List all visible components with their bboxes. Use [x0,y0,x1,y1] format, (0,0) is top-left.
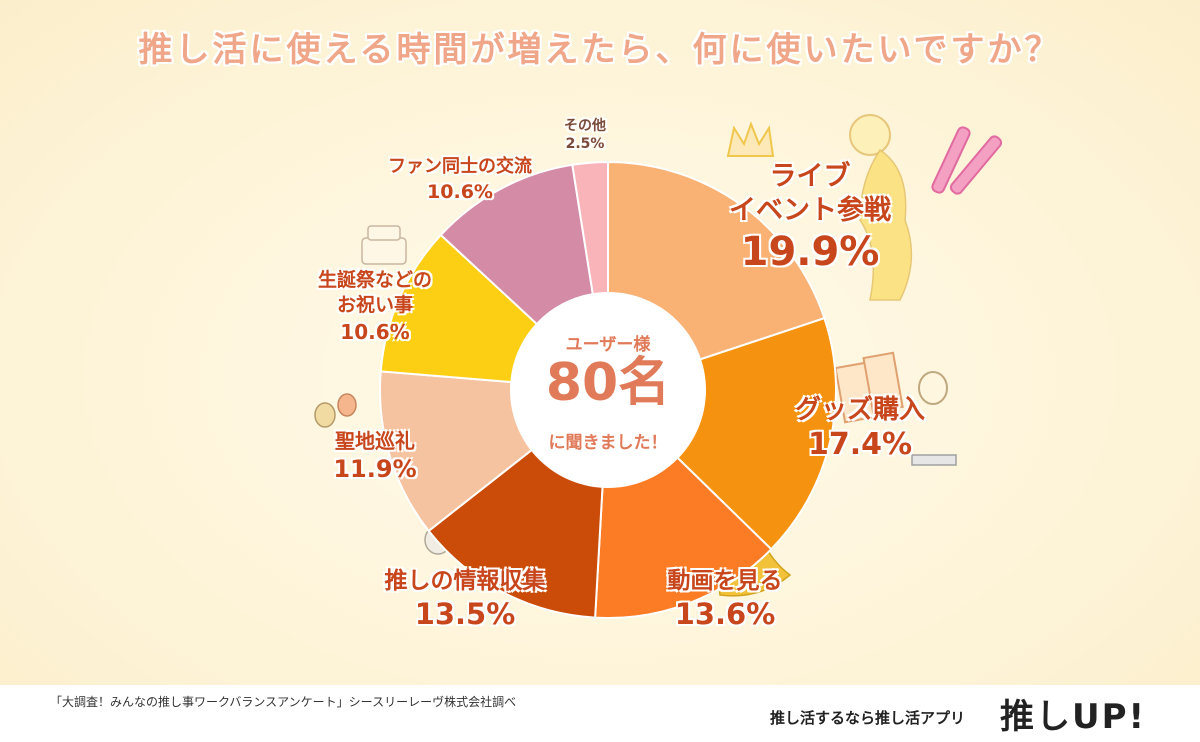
respondent-count: 80名 [545,353,671,413]
slice-name: 動画を見る [667,568,783,594]
logo-text: 推しUP! [1000,696,1147,737]
label-goods: グッズ購入 17.4% [770,393,950,463]
slice-name: その他 [564,118,606,134]
slice-value: 11.9% [333,455,417,483]
app-logo: 推しUP! [1000,691,1147,737]
slice-value: 10.6% [340,320,410,344]
slice-name: 推しの情報収集 [384,568,546,594]
label-pilgrimage: 聖地巡礼 11.9% [310,428,440,484]
center-label-bottom: に聞きました！ [548,433,668,453]
slice-value: 2.5% [565,136,605,152]
fan-icon [849,114,891,156]
donut-chart [314,114,1003,619]
slice-name: 聖地巡礼 [335,429,415,453]
slice-name: ファン同士の交流 [388,156,532,177]
slice-value: 17.4% [807,427,913,462]
decorations [314,114,1003,597]
label-info: 推しの情報収集 13.5% [365,566,565,632]
label-fan-exchange: ファン同士の交流 10.6% [360,155,560,205]
label-other: その他 2.5% [545,117,625,153]
slice-name: ライブ イベント参戦 [729,161,891,226]
crown-icon [726,121,775,157]
slice-value: 13.6% [674,597,776,631]
footer: 「大調査！みんなの推し事ワークバランスアンケート」シースリーレーヴ株式会社調べ … [0,685,1200,742]
walking-people-icon [337,393,357,417]
slice-value: 10.6% [427,181,493,203]
slice-value: 19.9% [740,229,880,275]
drink-icon [862,351,904,414]
center-label-top: ユーザー様 [565,335,651,355]
label-live-event: ライブ イベント参戦 19.9% [690,160,930,276]
walking-people-icon [314,402,336,428]
chart-area: 推し活に使える時間が増えたら、何に使いたいですか？ [0,0,1200,685]
acrylic-stand-icon [918,371,948,405]
slice-name: 生誕祭などの お祝い事 [317,269,432,316]
label-birthday: 生誕祭などの お祝い事 10.6% [290,268,460,346]
slice-value: 13.5% [414,597,516,631]
penlight-icon [949,135,1003,195]
page-title: 推し活に使える時間が増えたら、何に使いたいですか？ [138,30,1062,70]
label-video: 動画を見る 13.6% [635,566,815,632]
donut-hole [510,292,706,488]
footer-tagline: 推し活するなら推し活アプリ [770,709,966,727]
source-note: 「大調査！みんなの推し事ワークバランスアンケート」シースリーレーヴ株式会社調べ [50,695,517,709]
penlight-icon [931,126,971,194]
idol-figure-icon [859,148,913,301]
acrylic-stand-base-icon [911,454,957,466]
cake-icon [361,237,407,265]
slice-name: グッズ購入 [794,395,925,425]
cake-top-icon [367,225,401,241]
